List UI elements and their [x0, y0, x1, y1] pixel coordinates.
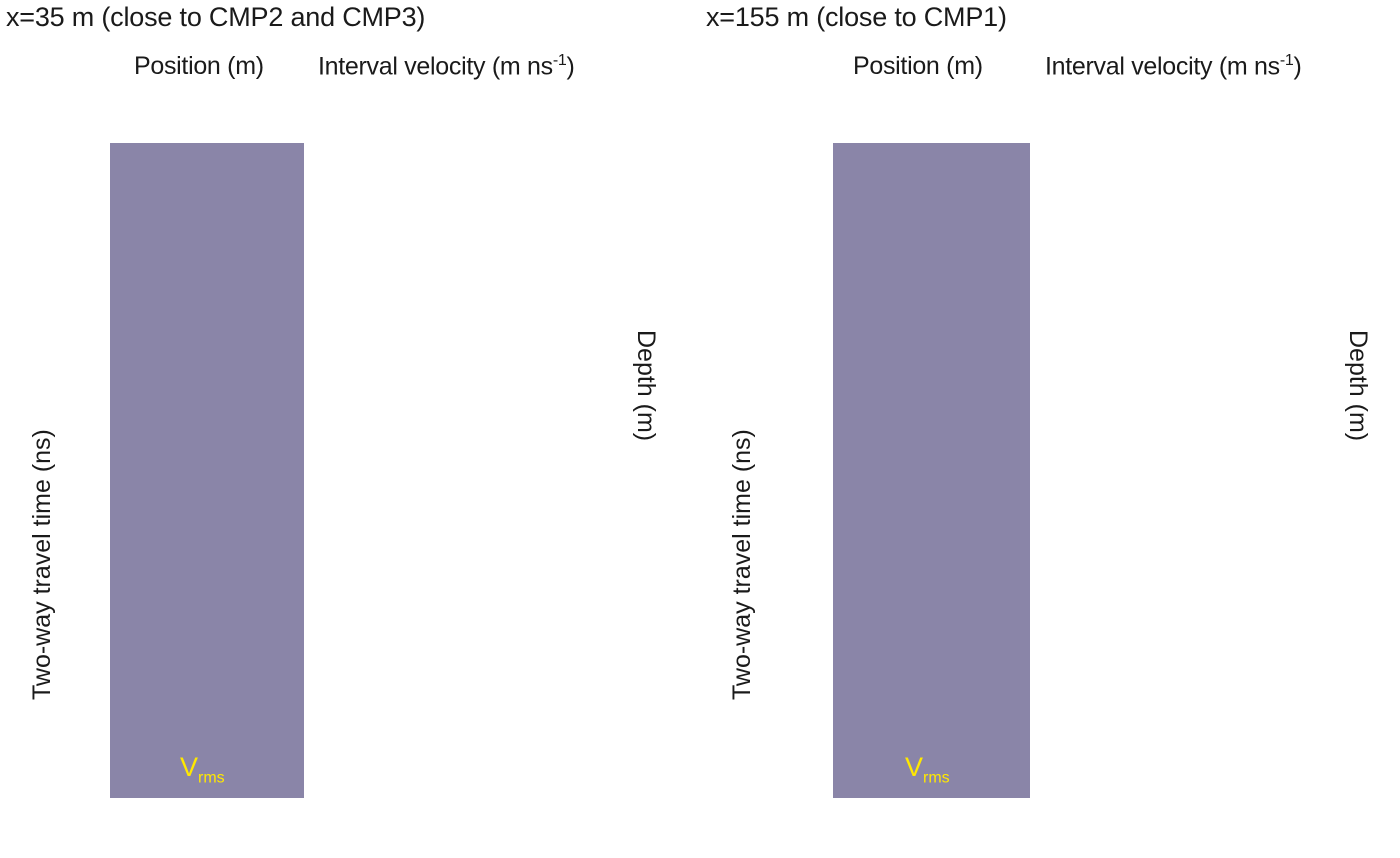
velocity-axis-title-right-close: ) [1293, 52, 1302, 81]
vrms-v-right: V [905, 752, 924, 782]
radargram-left [110, 143, 304, 798]
velocity-axis-title-left-text: Interval velocity (m ns [318, 52, 553, 81]
panel-left: x=35 m (close to CMP2 and CMP3) Position… [0, 0, 700, 858]
position-axis-title-right: Position (m) [853, 52, 983, 80]
position-axis-title-left: Position (m) [134, 52, 264, 80]
panel-left-title: x=35 m (close to CMP2 and CMP3) [6, 2, 426, 32]
velocity-axis-title-right-text: Interval velocity (m ns [1045, 52, 1280, 81]
velocity-axis-title-right-exp: -1 [1279, 52, 1294, 69]
vrms-sub-left: rms [198, 769, 225, 787]
vrms-label-left: Vrms [180, 752, 225, 787]
velocity-plot-right [700, 0, 1400, 858]
velocity-axis-title-left: Interval velocity (m ns-1) [318, 52, 575, 81]
vrms-sub-right: rms [923, 769, 950, 787]
vrms-label-right: Vrms [905, 752, 950, 787]
radargram-right [833, 143, 1030, 798]
velocity-plot-left [0, 0, 700, 858]
velocity-axis-title-left-exp: -1 [552, 52, 567, 69]
vrms-v-left: V [180, 752, 199, 782]
velocity-axis-title-left-close: ) [566, 52, 575, 81]
panel-right-title: x=155 m (close to CMP1) [706, 2, 1007, 32]
velocity-axis-title-right: Interval velocity (m ns-1) [1045, 52, 1302, 81]
panel-right: x=155 m (close to CMP1) Position (m) Int… [700, 0, 1400, 858]
